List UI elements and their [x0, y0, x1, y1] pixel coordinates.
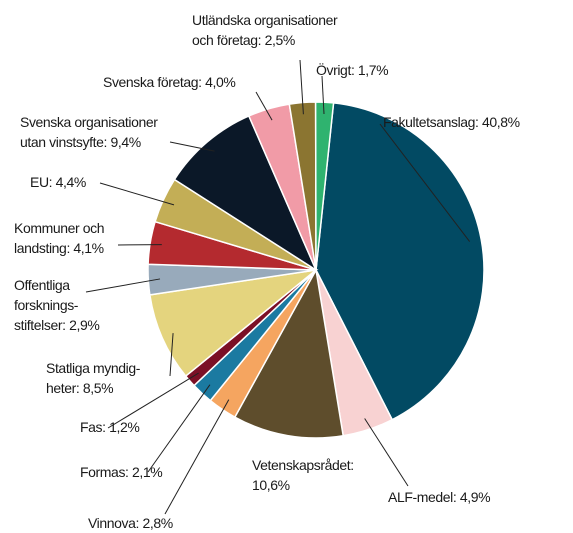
slice-label: Vetenskapsrådet: 10,6% [252, 457, 354, 493]
leader-line [364, 418, 409, 487]
slice-label: Statliga myndig- heter: 8,5% [46, 360, 140, 396]
slice-label: ALF-medel: 4,9% [388, 489, 491, 505]
leader-line [99, 182, 175, 206]
leader-line [379, 123, 471, 242]
slice-label: Kommuner och landsting: 4,1% [14, 220, 105, 256]
slice-label: Fakultetsanslag: 40,8% [383, 114, 520, 130]
pie-slice [233, 267, 345, 439]
leader-line [321, 75, 325, 114]
leader-line [107, 372, 199, 429]
slice-label: Utländska organisationer och företag: 2,… [192, 12, 338, 48]
slice-label: Svenska företag: 4,0% [103, 74, 236, 90]
slice-label: Övrigt: 1,7% [316, 62, 389, 78]
slice-label: Svenska organisationer utan vinstsyfte: … [20, 114, 158, 150]
pie-slice [314, 101, 335, 271]
pie-slice [173, 115, 318, 272]
leader-line [169, 333, 174, 377]
slice-label: Offentliga forsknings- stiftelser: 2,9% [14, 277, 100, 333]
leader-line [164, 399, 230, 515]
leader-line [255, 91, 273, 121]
slice-label: Formas: 2,1% [80, 464, 163, 480]
slice-label: EU: 4,4% [30, 174, 86, 190]
leader-line [169, 141, 215, 152]
slice-label: Fas: 1,2% [80, 419, 140, 435]
slice-label: Vinnova: 2,8% [88, 515, 173, 531]
leader-line [85, 278, 161, 293]
pie-slice [148, 268, 319, 378]
leader-line [299, 59, 304, 115]
leader-line [147, 384, 211, 473]
pie-slice [315, 102, 485, 421]
